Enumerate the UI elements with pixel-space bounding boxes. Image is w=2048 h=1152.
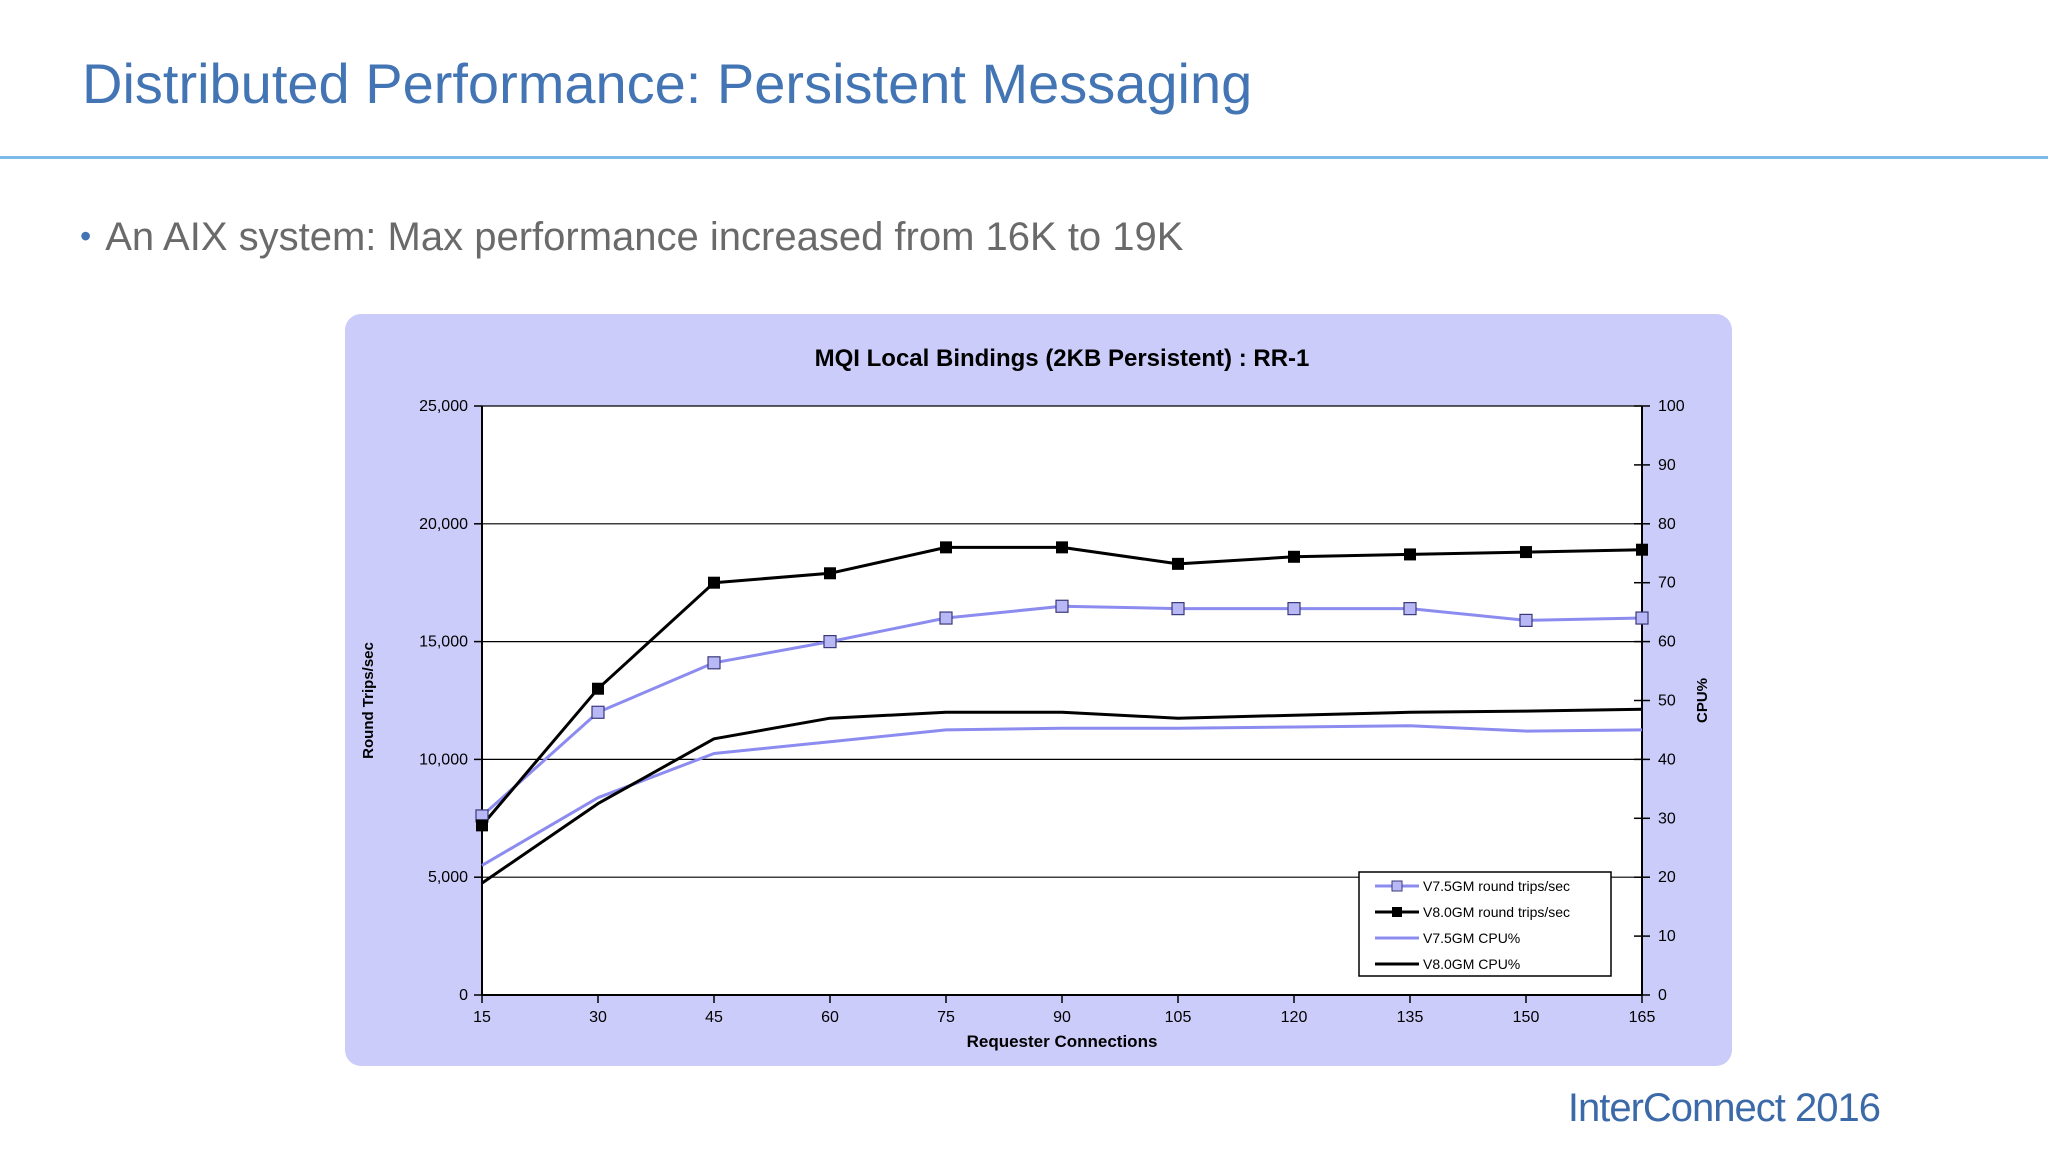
x-tick-label: 165: [1629, 1009, 1656, 1026]
data-point: [1636, 543, 1648, 556]
bullet-dot-icon: •: [80, 218, 92, 254]
data-point: [1056, 541, 1068, 554]
legend-label: V7.5GM round trips/sec: [1423, 878, 1570, 894]
data-point: [824, 567, 836, 580]
data-point: [476, 819, 488, 832]
y2-tick-label: 40: [1658, 751, 1676, 768]
data-point: [1404, 548, 1416, 561]
data-point: [707, 656, 721, 670]
data-point: [592, 682, 604, 695]
data-point: [1288, 550, 1300, 563]
legend-label: V8.0GM round trips/sec: [1423, 904, 1570, 920]
data-point: [591, 705, 605, 719]
footer-brand: InterConnect 2016: [1567, 1086, 1881, 1130]
data-point: [1520, 546, 1532, 559]
y2-tick-label: 10: [1658, 928, 1676, 945]
data-point: [1055, 599, 1069, 613]
y2-tick-label: 60: [1658, 634, 1676, 651]
y-tick-label: 25,000: [419, 398, 468, 415]
legend-label: V7.5GM CPU%: [1423, 930, 1520, 946]
x-tick-label: 90: [1053, 1009, 1071, 1026]
data-point: [1171, 602, 1185, 616]
bullet-text: An AIX system: Max performance increased…: [105, 215, 1184, 259]
legend-marker: [1391, 880, 1403, 892]
data-point: [1403, 602, 1417, 616]
x-tick-label: 150: [1513, 1009, 1540, 1026]
data-point: [1287, 602, 1301, 616]
bullet-point: • An AIX system: Max performance increase…: [80, 213, 1183, 263]
y2-tick-label: 70: [1658, 575, 1676, 592]
chart-panel: 0 5,000 10,000 15,000 20,000 25,000 0 10 20 30 40 5…: [345, 314, 1732, 1066]
title-divider: [0, 156, 2048, 159]
x-tick-label: 15: [473, 1009, 491, 1026]
data-point: [708, 576, 720, 589]
legend-label: V8.0GM CPU%: [1423, 956, 1520, 972]
y-tick-label: 15,000: [419, 634, 468, 651]
legend-marker: [1392, 907, 1402, 917]
data-point: [940, 541, 952, 554]
data-point: [1519, 613, 1533, 627]
y-tick-label: 20,000: [419, 516, 468, 533]
y2-axis-label: CPU%: [1694, 678, 1711, 723]
x-tick-label: 75: [937, 1009, 955, 1026]
data-point: [1172, 557, 1184, 570]
y2-tick-label: 90: [1658, 457, 1676, 474]
x-tick-label: 135: [1397, 1009, 1424, 1026]
line-chart: 0 5,000 10,000 15,000 20,000 25,000 0 10 20 30 40 5…: [360, 345, 1711, 1051]
y-axis-label: Round Trips/sec: [360, 642, 377, 759]
y2-tick-label: 100: [1658, 398, 1685, 415]
y2-tick-label: 0: [1658, 987, 1667, 1004]
data-point: [1635, 611, 1649, 625]
chart-title: MQI Local Bindings (2KB Persistent) : RR…: [815, 345, 1310, 372]
series-line: [481, 724, 1643, 867]
y2-tick-label: 20: [1658, 869, 1676, 886]
y2-tick-label: 50: [1658, 693, 1676, 710]
data-point: [823, 635, 837, 649]
y2-tick-label: 80: [1658, 516, 1676, 533]
x-tick-label: 105: [1165, 1009, 1192, 1026]
x-axis-label: Requester Connections: [967, 1032, 1158, 1051]
y-tick-label: 0: [459, 987, 468, 1004]
y-tick-label: 5,000: [428, 869, 468, 886]
series-line: [481, 707, 1643, 885]
x-tick-label: 120: [1281, 1009, 1308, 1026]
y-tick-label: 10,000: [419, 751, 468, 768]
x-tick-label: 45: [705, 1009, 723, 1026]
data-point: [939, 611, 953, 625]
slide-title: Distributed Performance: Persistent Mess…: [82, 52, 1253, 115]
y2-tick-label: 30: [1658, 810, 1676, 827]
x-tick-label: 60: [821, 1009, 839, 1026]
x-tick-label: 30: [589, 1009, 607, 1026]
